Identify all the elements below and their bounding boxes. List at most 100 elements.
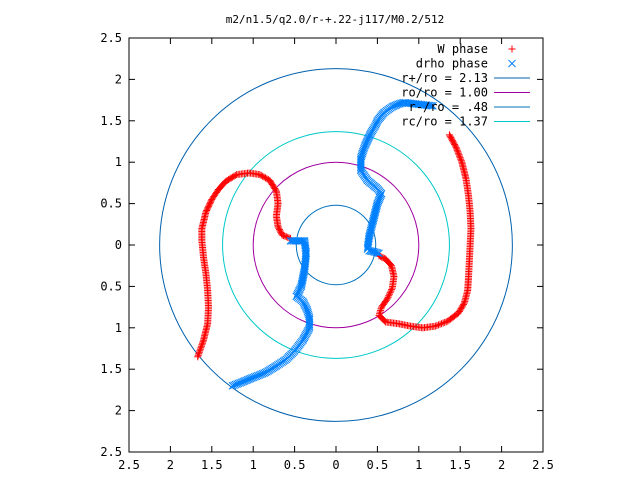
- data-point: [460, 299, 468, 307]
- data-point: [298, 276, 307, 285]
- data-point: [299, 273, 307, 282]
- data-point: [372, 119, 381, 128]
- y-tick-label: 1.5: [100, 362, 122, 376]
- data-point: [371, 121, 380, 129]
- legend-symbol: [508, 45, 516, 53]
- data-point: [196, 345, 204, 353]
- data-point: [198, 339, 206, 347]
- data-point: [388, 286, 396, 294]
- legend-label: r+/ro = 2.13: [401, 71, 488, 85]
- data-point: [453, 146, 461, 154]
- data-point: [305, 322, 314, 330]
- y-tick-label: 2.5: [100, 31, 122, 45]
- data-point: [457, 157, 465, 165]
- data-point: [371, 208, 379, 217]
- legend-label: r-/ro = .48: [409, 100, 488, 114]
- legend-label: W phase: [437, 42, 488, 56]
- chart-title: m2/n1.5/q2.0/r-+.22-j117/M0.2/512: [226, 13, 445, 26]
- data-point: [297, 281, 306, 289]
- y-tick-label: 1.5: [100, 114, 122, 128]
- data-point: [194, 353, 202, 361]
- data-point: [445, 316, 453, 324]
- data-point: [377, 191, 385, 199]
- circle-2: [252, 161, 420, 329]
- y-tick-label: 0: [115, 238, 122, 252]
- data-point: [263, 175, 271, 183]
- series-1-arm-2: [194, 169, 294, 361]
- data-point: [444, 317, 452, 325]
- data-point: [433, 322, 441, 330]
- data-point: [260, 173, 268, 181]
- legend-entry: W phase: [437, 42, 516, 56]
- data-point: [460, 300, 468, 308]
- x-tick-label: 1: [415, 458, 422, 472]
- data-point: [298, 275, 307, 283]
- data-point: [195, 350, 203, 358]
- data-point: [434, 321, 442, 329]
- data-point: [427, 101, 436, 110]
- data-point: [372, 205, 380, 214]
- data-point: [394, 100, 402, 109]
- y-tick-label: 2.5: [100, 445, 122, 459]
- data-point: [262, 174, 270, 182]
- data-point: [372, 202, 381, 211]
- data-point: [457, 155, 465, 163]
- data-point: [369, 214, 378, 223]
- data-point: [458, 303, 466, 311]
- data-point: [454, 149, 462, 157]
- data-point: [392, 101, 401, 109]
- x-tick-label: 2: [498, 458, 505, 472]
- data-point: [256, 171, 264, 179]
- data-point: [195, 348, 203, 356]
- data-point: [369, 217, 377, 226]
- data-point: [365, 234, 373, 243]
- series-2-arm-2: [228, 237, 314, 390]
- y-tick-label: 1: [115, 155, 122, 169]
- data-point: [441, 318, 449, 326]
- data-point: [368, 219, 377, 228]
- x-tick-label: 0.5: [367, 458, 389, 472]
- data-point: [387, 287, 395, 295]
- data-point: [457, 305, 465, 313]
- data-point: [370, 213, 378, 222]
- series-1: [194, 131, 475, 361]
- circle-4: [222, 131, 450, 359]
- data-point: [231, 171, 239, 179]
- data-point: [300, 267, 309, 276]
- data-point: [197, 344, 205, 352]
- data-point: [365, 232, 373, 241]
- data-point: [370, 210, 379, 218]
- data-point: [299, 272, 308, 280]
- series-2-arm-1: [356, 98, 437, 258]
- data-point: [395, 99, 404, 108]
- data-point: [373, 249, 382, 257]
- data-point: [452, 143, 460, 151]
- data-point: [199, 338, 207, 346]
- legend-entry: drho phase: [416, 57, 516, 71]
- x-tick-label: 0.5: [284, 458, 306, 472]
- data-point: [386, 289, 394, 297]
- x-tick-label: 2: [167, 458, 174, 472]
- data-point: [369, 216, 378, 225]
- circle-3: [295, 204, 377, 286]
- data-point: [439, 319, 447, 327]
- data-point: [365, 231, 374, 240]
- data-point: [300, 265, 309, 274]
- data-point: [372, 204, 381, 212]
- y-tick-label: 1: [115, 321, 122, 335]
- x-tick-label: 2.5: [118, 458, 140, 472]
- data-point: [198, 341, 206, 349]
- data-point: [383, 295, 391, 303]
- reference-circles: [159, 68, 513, 422]
- data-point: [305, 320, 314, 329]
- legend-label: rc/ro = 1.37: [401, 115, 488, 129]
- data-point: [425, 101, 434, 110]
- y-tick-label: 2: [115, 404, 122, 418]
- data-point: [356, 155, 365, 164]
- data-point: [456, 306, 464, 314]
- data-point: [459, 302, 467, 310]
- data-point: [364, 235, 373, 244]
- legend-entry: r+/ro = 2.13: [401, 71, 530, 85]
